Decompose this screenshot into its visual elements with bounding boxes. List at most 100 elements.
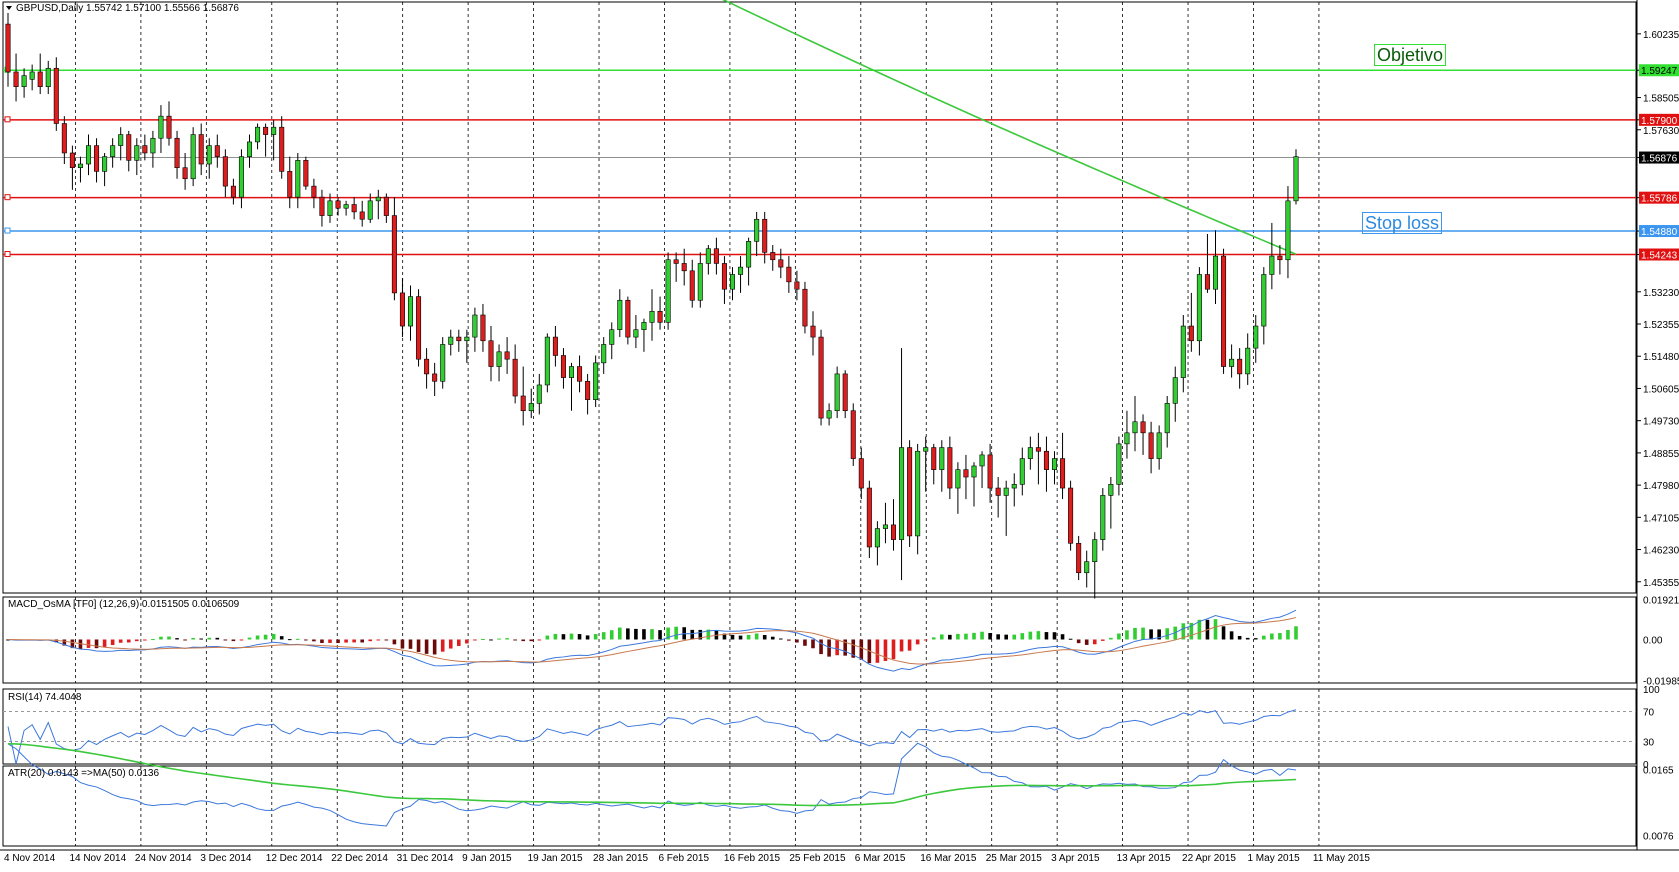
candle-body[interactable] [1027,447,1033,459]
candle-body[interactable] [754,218,760,242]
candle-body[interactable] [158,115,164,139]
candle-body[interactable] [110,145,116,157]
candle-body[interactable] [1084,561,1090,574]
candle-body[interactable] [343,204,349,209]
candle-body[interactable] [416,296,422,360]
candle-body[interactable] [319,196,325,216]
candle-body[interactable] [649,311,655,323]
candle-body[interactable] [697,263,703,301]
candle-body[interactable] [1261,274,1267,327]
candle-body[interactable] [174,137,180,169]
candle-body[interactable] [504,351,510,360]
triangle-down-icon[interactable] [6,6,12,11]
level-handle[interactable] [4,116,11,123]
candle-body[interactable] [552,336,558,356]
candle-body[interactable] [850,410,856,459]
candle-body[interactable] [198,134,204,165]
candle-body[interactable] [1003,487,1009,496]
candle-body[interactable] [810,325,816,338]
candle-body[interactable] [1156,432,1162,459]
candle-body[interactable] [440,344,446,382]
candle-body[interactable] [858,458,864,489]
candle-body[interactable] [1019,458,1025,485]
candle-body[interactable] [94,145,100,172]
candle-body[interactable] [21,75,27,87]
candle-body[interactable] [1253,325,1259,349]
candle-body[interactable] [601,344,607,364]
candle-body[interactable] [536,384,542,404]
candle-body[interactable] [303,160,309,187]
candle-body[interactable] [1285,200,1291,261]
candle-body[interactable] [802,288,808,327]
candle-body[interactable] [794,281,800,290]
candle-body[interactable] [520,395,526,412]
candle-body[interactable] [1132,421,1138,434]
objetivo-label[interactable]: Objetivo [1374,44,1447,66]
candle-body[interactable] [1164,403,1170,434]
candle-body[interactable] [979,454,985,467]
candle-body[interactable] [882,524,888,529]
candle-body[interactable] [705,248,711,264]
candle-body[interactable] [456,336,462,342]
candle-body[interactable] [713,248,719,264]
candle-body[interactable] [729,274,736,290]
candle-body[interactable] [955,469,961,489]
candle-body[interactable] [1068,487,1074,544]
candle-body[interactable] [1188,325,1194,342]
candle-body[interactable] [359,211,365,220]
candle-body[interactable] [13,71,19,87]
candle-body[interactable] [778,259,784,268]
candle-body[interactable] [641,322,647,331]
candle-body[interactable] [77,163,83,169]
candle-body[interactable] [238,156,244,198]
candle-body[interactable] [528,403,534,412]
candle-body[interactable] [182,167,188,180]
candle-body[interactable] [85,145,92,165]
candle-body[interactable] [512,358,518,397]
candle-body[interactable] [69,152,75,169]
candle-body[interactable] [633,329,639,338]
candle-body[interactable] [206,145,212,165]
candle-body[interactable] [1293,156,1299,202]
candle-body[interactable] [721,263,727,290]
candle-body[interactable] [544,336,550,386]
candle-body[interactable] [53,67,59,124]
level-handle[interactable] [4,227,11,234]
candle-body[interactable] [1245,347,1251,375]
candle-body[interactable] [1060,458,1066,489]
candle-body[interactable] [45,67,51,87]
level-handle[interactable] [4,194,11,201]
candle-body[interactable] [657,311,663,323]
stop-loss-label[interactable]: Stop loss [1362,212,1443,234]
candle-body[interactable] [1051,458,1058,470]
candle-body[interactable] [214,145,220,157]
candle-body[interactable] [746,241,752,268]
candle-body[interactable] [496,351,502,367]
candle-body[interactable] [971,465,977,478]
candle-body[interactable] [37,71,43,87]
candle-body[interactable] [61,123,67,154]
candle-body[interactable] [118,134,124,146]
candle-body[interactable] [488,340,494,367]
candle-body[interactable] [1124,432,1130,445]
candle-body[interactable] [842,373,848,412]
candle-body[interactable] [1180,325,1186,378]
candle-body[interactable] [1035,447,1041,452]
candle-body[interactable] [1269,255,1275,275]
candle-body[interactable] [29,71,35,80]
candle-body[interactable] [1076,542,1082,574]
candle-body[interactable] [585,380,591,400]
candle-body[interactable] [311,185,317,198]
candle-body[interactable] [255,126,261,143]
candle-body[interactable] [383,196,389,216]
candle-body[interactable] [689,270,695,301]
candle-body[interactable] [399,292,405,327]
candle-body[interactable] [1116,443,1122,485]
candle-body[interactable] [432,373,438,382]
candle-body[interactable] [923,447,929,452]
candle-body[interactable] [818,336,824,419]
candle-body[interactable] [1212,255,1219,290]
candle-body[interactable] [1204,274,1210,290]
